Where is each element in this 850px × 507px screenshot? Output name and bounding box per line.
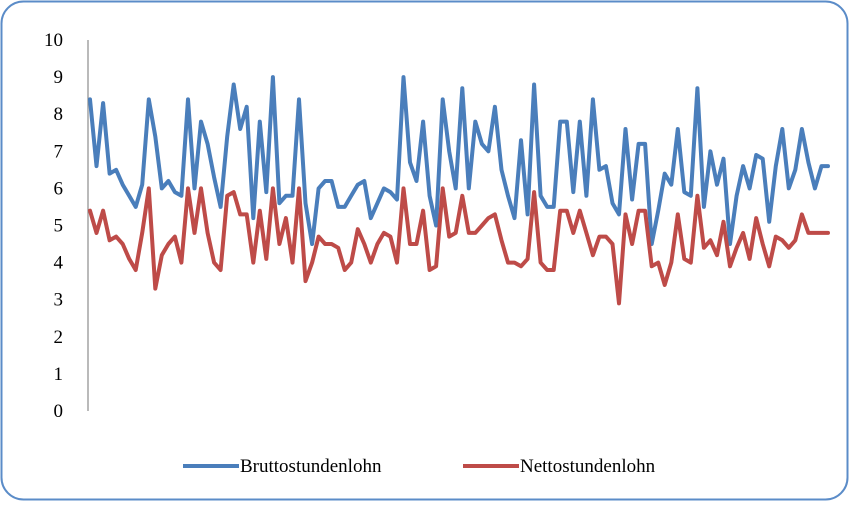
y-tick-label: 1 xyxy=(54,364,64,385)
y-tick-label: 10 xyxy=(44,30,63,51)
y-tick-label: 3 xyxy=(54,290,64,311)
legend-label-nettostundenlohn: Nettostundenlohn xyxy=(520,456,656,477)
y-tick-label: 9 xyxy=(54,67,64,88)
series-line-bruttostundenlohn xyxy=(88,75,830,246)
y-tick-label: 6 xyxy=(54,178,64,199)
y-tick-label: 0 xyxy=(54,401,64,422)
y-tick-label: 5 xyxy=(54,216,64,237)
y-tick-label: 4 xyxy=(54,253,64,274)
legend-label-bruttostundenlohn: Bruttostundenlohn xyxy=(240,456,382,477)
series-line-nettostundenlohn xyxy=(88,186,830,306)
legend: Bruttostundenlohn Nettostundenlohn xyxy=(183,456,656,477)
y-tick-label: 2 xyxy=(54,327,64,348)
y-tick-labels: 0 1 2 3 4 5 6 7 8 9 10 xyxy=(44,30,64,422)
y-tick-label: 8 xyxy=(54,104,64,125)
y-tick-label: 7 xyxy=(54,141,64,162)
series-lines xyxy=(88,75,830,306)
